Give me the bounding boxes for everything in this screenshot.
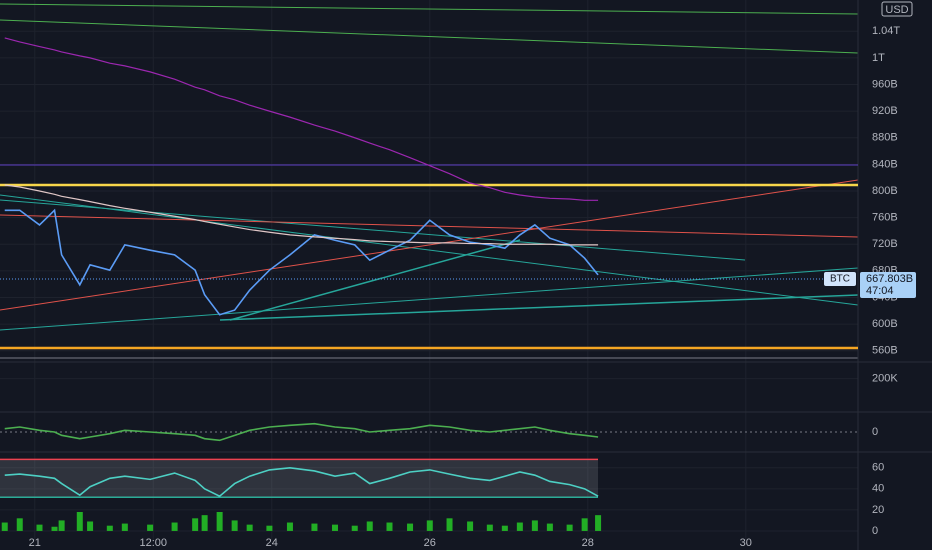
histogram-bar <box>286 522 293 531</box>
y-tick-label: 600B <box>872 318 898 330</box>
y-tick-label: 60 <box>872 462 884 474</box>
histogram-bar <box>246 524 253 531</box>
x-tick-label: 12:00 <box>140 537 168 549</box>
histogram-bar <box>331 524 338 531</box>
histogram-bar <box>147 524 154 531</box>
trend-line <box>0 267 859 331</box>
histogram-bar <box>216 512 223 531</box>
series-line <box>4 184 599 246</box>
histogram-bar <box>121 523 128 531</box>
trend-line <box>0 214 859 238</box>
price-box <box>860 271 916 298</box>
currency-box[interactable] <box>881 1 913 17</box>
histogram-bar <box>351 525 358 531</box>
trend-line <box>219 294 859 321</box>
y-tick-label: 920B <box>872 105 898 117</box>
trend-line <box>0 179 859 311</box>
trend-line <box>229 239 521 321</box>
y-tick-label: 800B <box>872 185 898 197</box>
histogram-bar <box>546 523 553 531</box>
histogram-bar <box>566 524 573 531</box>
price-label: 667.803B <box>866 273 913 285</box>
symbol-label: BTC <box>830 274 850 285</box>
histogram-bar <box>311 523 318 531</box>
histogram-bar <box>106 525 113 531</box>
histogram-bar <box>486 524 493 531</box>
histogram-bar <box>501 525 508 531</box>
histogram-bar <box>171 522 178 531</box>
y-tick-label: 760B <box>872 212 898 224</box>
histogram-bar <box>531 520 538 531</box>
histogram-bar <box>16 518 23 531</box>
y-tick-label: 960B <box>872 78 898 90</box>
histogram-bar <box>87 521 94 531</box>
histogram-bar <box>366 521 373 531</box>
trend-line <box>0 199 746 261</box>
histogram-bar <box>36 524 43 531</box>
histogram-bar <box>1 522 8 531</box>
x-tick-label: 30 <box>740 537 752 549</box>
y-tick-label: 560B <box>872 345 898 357</box>
histogram-bar <box>201 515 208 531</box>
histogram-bar <box>446 518 453 531</box>
trend-line <box>0 194 859 306</box>
histogram-bar <box>76 512 83 531</box>
histogram-bar <box>51 526 58 531</box>
series-line <box>4 466 599 498</box>
symbol-box <box>824 271 856 286</box>
histogram-bar <box>467 521 474 531</box>
trend-line <box>0 3 859 15</box>
x-tick-label: 24 <box>266 537 278 549</box>
x-tick-label: 26 <box>424 537 436 549</box>
countdown-label: 47:04 <box>866 285 894 297</box>
trend-lines <box>0 3 859 359</box>
y-tick-label: 1T <box>872 52 885 64</box>
histogram-bar <box>595 515 602 531</box>
x-tick-label: 21 <box>29 537 41 549</box>
histogram-bar <box>581 518 588 531</box>
histogram-bar <box>516 522 523 531</box>
histogram-bar <box>386 522 393 531</box>
y-tick-label: 0 <box>872 525 878 537</box>
y-tick-label: 840B <box>872 158 898 170</box>
series-line <box>4 422 599 442</box>
series-line <box>4 37 599 201</box>
y-tick-label: 720B <box>872 238 898 250</box>
y-tick-label: 200K <box>872 373 898 385</box>
histogram-bar <box>58 520 65 531</box>
trend-line <box>0 19 859 54</box>
y-tick-label: 40 <box>872 483 884 495</box>
x-tick-label: 28 <box>582 537 594 549</box>
histogram-bar <box>407 523 414 531</box>
y-tick-label: 0 <box>872 426 878 438</box>
y-tick-label: 20 <box>872 504 884 516</box>
histogram-bar <box>266 525 273 531</box>
currency: USD <box>885 4 908 16</box>
histogram-bar <box>231 520 238 531</box>
histogram-bar <box>426 520 433 531</box>
histogram-bar <box>192 518 199 531</box>
y-tick-label: 880B <box>872 132 898 144</box>
band-fill <box>0 459 598 498</box>
y-tick-label: 1.04T <box>872 25 900 37</box>
